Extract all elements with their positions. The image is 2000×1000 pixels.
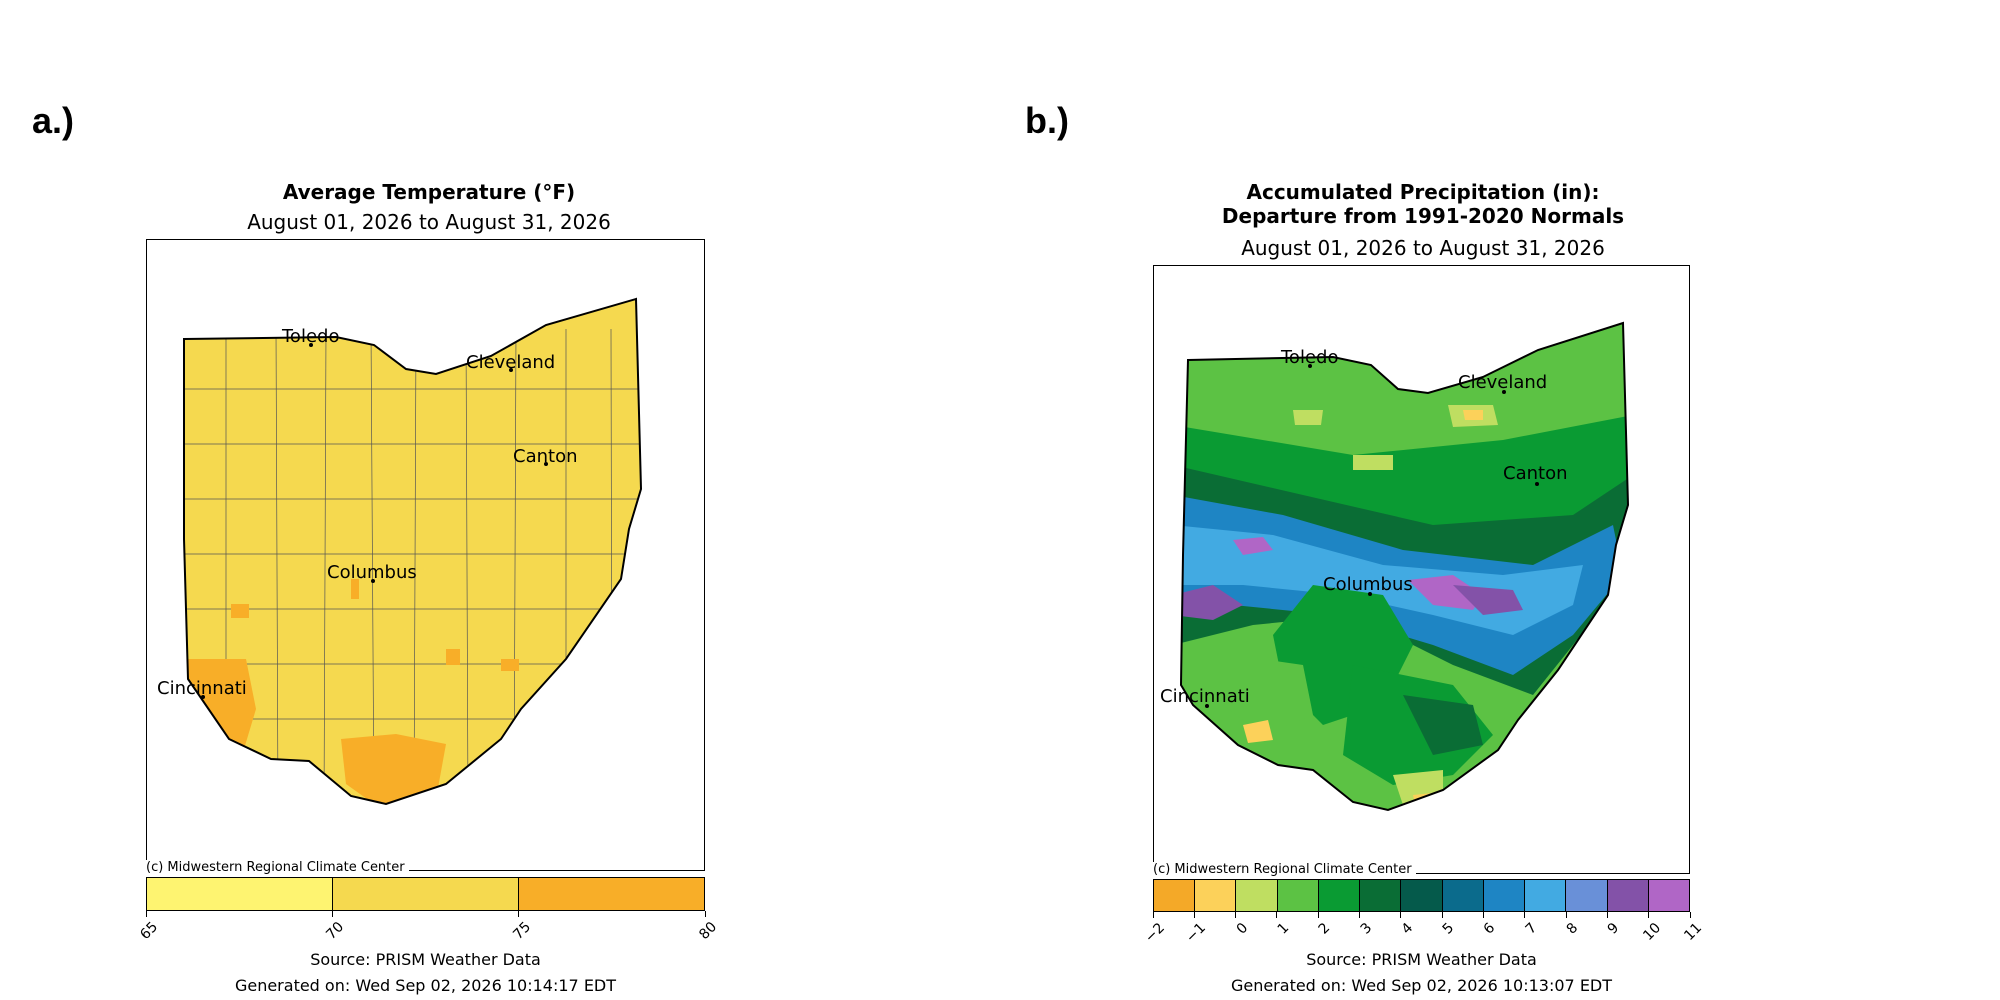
panel-b-title-line1: Accumulated Precipitation (in): bbox=[1246, 180, 1600, 204]
panel-b-label: b.) bbox=[1025, 100, 1069, 141]
panel-b-map: Toledo Cleveland Canton Columbus Cincinn… bbox=[1160, 321, 1630, 812]
colorbar-tick bbox=[1524, 912, 1526, 918]
colorbar-tick bbox=[1689, 912, 1691, 918]
colorbar-tick bbox=[1482, 912, 1484, 918]
colorbar-segment bbox=[1276, 880, 1318, 911]
city-label-canton: Canton bbox=[1503, 463, 1568, 484]
colorbar-segment bbox=[1606, 880, 1648, 911]
colorbar-segment bbox=[1441, 880, 1483, 911]
colorbar-tick-label: 65 bbox=[137, 919, 162, 943]
colorbar-tick-label: 11 bbox=[1681, 920, 1706, 944]
colorbar-tick-label: 7 bbox=[1522, 920, 1541, 938]
city-markers bbox=[201, 343, 548, 699]
panel-a-generated: Generated on: Wed Sep 02, 2026 10:14:17 … bbox=[234, 976, 617, 995]
colorbar-tick-label: −2 bbox=[1142, 920, 1168, 946]
panel-a-title: Average Temperature (°F) bbox=[282, 180, 576, 204]
colorbar-tick-label: 3 bbox=[1357, 920, 1375, 938]
city-label-cleveland: Cleveland bbox=[1458, 372, 1547, 393]
colorbar-tick-label: 4 bbox=[1398, 920, 1417, 938]
colorbar-tick-label: 70 bbox=[323, 919, 348, 943]
panel-b-colorbar bbox=[1153, 879, 1690, 912]
panel-b-title-line2: Departure from 1991-2020 Normals bbox=[1221, 204, 1625, 228]
panel-a-map: Toledo Cleveland Canton Columbus Cincinn… bbox=[157, 297, 643, 806]
colorbar-tick-label: 2 bbox=[1315, 920, 1334, 938]
colorbar-segment bbox=[1317, 880, 1360, 911]
colorbar-tick-label: −1 bbox=[1183, 920, 1210, 946]
panel-a-label: a.) bbox=[32, 100, 75, 141]
colorbar-tick bbox=[1359, 912, 1361, 918]
colorbar-tick bbox=[704, 911, 706, 917]
city-label-cincinnati: Cincinnati bbox=[157, 678, 247, 699]
colorbar-tick-label: 5 bbox=[1439, 920, 1458, 938]
panel-b-source: Source: PRISM Weather Data bbox=[1306, 950, 1537, 969]
colorbar-tick bbox=[1235, 912, 1237, 918]
ohio-state-border bbox=[1179, 321, 1630, 812]
panel-b-generated: Generated on: Wed Sep 02, 2026 10:13:07 … bbox=[1230, 976, 1613, 995]
colorbar-tick bbox=[1400, 912, 1402, 918]
colorbar-segment bbox=[1359, 880, 1401, 911]
city-label-cincinnati: Cincinnati bbox=[1160, 686, 1250, 707]
panel-a-colorbar bbox=[146, 877, 705, 911]
city-markers bbox=[1205, 364, 1539, 708]
city-label-columbus: Columbus bbox=[1323, 574, 1413, 595]
colorbar-tick-label: 80 bbox=[696, 919, 721, 943]
colorbar-segment bbox=[332, 878, 518, 910]
city-label-toledo: Toledo bbox=[1280, 347, 1338, 368]
panel-b-period: August 01, 2026 to August 31, 2026 bbox=[1241, 236, 1605, 260]
colorbar-segment bbox=[1482, 880, 1525, 911]
colorbar-tick-label: 10 bbox=[1639, 920, 1664, 944]
panel-a-source: Source: PRISM Weather Data bbox=[310, 950, 541, 969]
colorbar-tick-label: 75 bbox=[509, 919, 534, 943]
colorbar-tick-label: 0 bbox=[1233, 920, 1251, 938]
colorbar-segment bbox=[147, 878, 332, 910]
panel-a-credit: (c) Midwestern Regional Climate Center bbox=[146, 860, 409, 875]
colorbar-tick bbox=[1606, 912, 1608, 918]
colorbar-segment bbox=[1400, 880, 1442, 911]
colorbar-segment bbox=[1647, 880, 1690, 911]
colorbar-tick-label: 9 bbox=[1604, 920, 1623, 938]
colorbar-tick bbox=[1193, 912, 1195, 918]
ohio-state-border bbox=[183, 297, 643, 806]
colorbar-tick bbox=[1276, 912, 1278, 918]
precip-departure-field bbox=[1181, 405, 1628, 805]
warm-patches bbox=[186, 579, 519, 804]
colorbar-segment bbox=[1194, 880, 1236, 911]
panel-b-credit: (c) Midwestern Regional Climate Center bbox=[1153, 862, 1416, 877]
colorbar-tick bbox=[1565, 912, 1567, 918]
colorbar-tick-label: 6 bbox=[1481, 920, 1499, 938]
colorbar-tick-label: 1 bbox=[1274, 920, 1293, 938]
colorbar-tick bbox=[145, 911, 147, 917]
ohio-state-fill bbox=[184, 299, 641, 804]
colorbar-segment bbox=[1565, 880, 1607, 911]
colorbar-segment bbox=[1235, 880, 1277, 911]
colorbar-tick bbox=[1317, 912, 1319, 918]
colorbar-tick-label: 8 bbox=[1563, 920, 1582, 938]
colorbar-segment bbox=[1154, 880, 1195, 911]
city-label-toledo: Toledo bbox=[281, 326, 339, 347]
county-lines bbox=[184, 328, 641, 804]
city-label-cleveland: Cleveland bbox=[466, 352, 555, 373]
colorbar-segment bbox=[1524, 880, 1566, 911]
colorbar-segment bbox=[518, 878, 704, 910]
colorbar-tick bbox=[1441, 912, 1443, 918]
city-label-canton: Canton bbox=[513, 446, 578, 467]
colorbar-tick bbox=[331, 911, 333, 917]
colorbar-tick bbox=[1152, 912, 1154, 918]
panel-a-period: August 01, 2026 to August 31, 2026 bbox=[247, 210, 611, 234]
colorbar-tick bbox=[518, 911, 520, 917]
colorbar-tick bbox=[1648, 912, 1650, 918]
city-label-columbus: Columbus bbox=[327, 562, 417, 583]
